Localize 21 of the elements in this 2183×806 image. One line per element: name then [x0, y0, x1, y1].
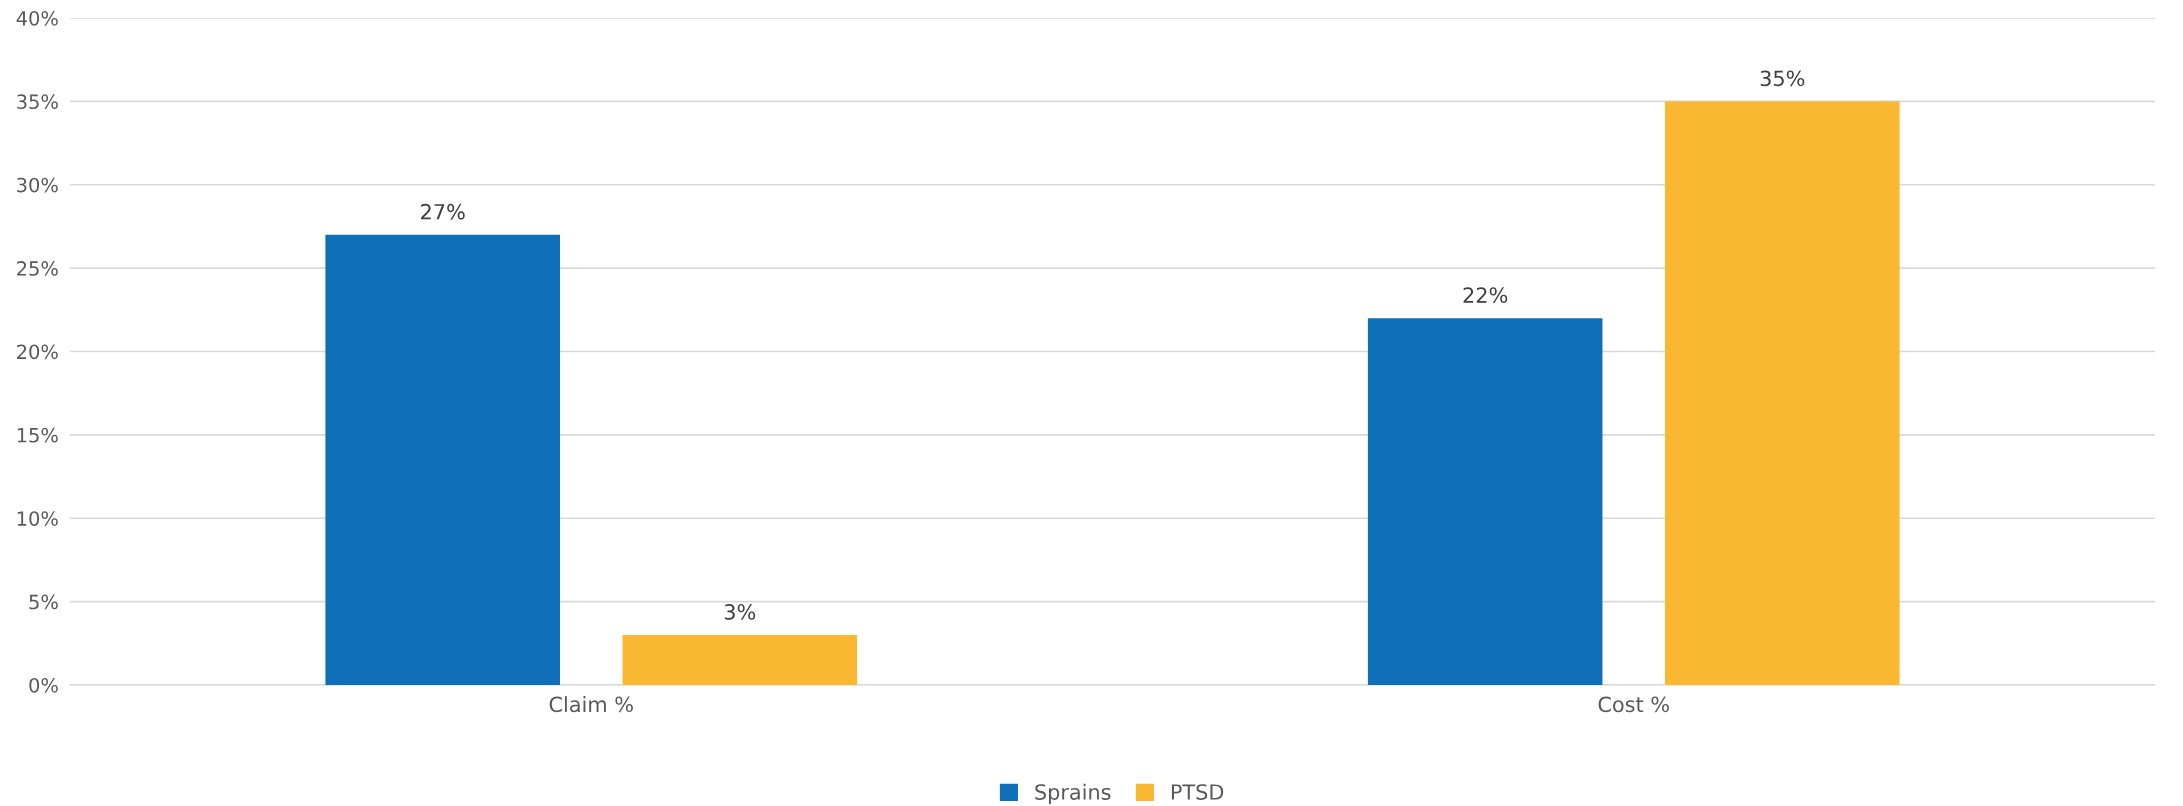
text: 27% — [421, 203, 465, 220]
y-tick-label: 10% — [17, 511, 58, 526]
x-tick-label: Claim % — [549, 696, 633, 713]
bar — [1665, 101, 1900, 685]
bar — [325, 234, 560, 685]
text: 35% — [1760, 70, 1805, 87]
y-tick-label: 0% — [29, 677, 58, 693]
bar — [622, 634, 858, 685]
legend-label: Sprains — [1035, 783, 1111, 804]
text: 22% — [1463, 287, 1508, 303]
y-tick-label: 15% — [17, 427, 58, 443]
y-tick-label: 5% — [29, 594, 58, 610]
bar — [1367, 318, 1603, 685]
y-tick-label: 40% — [16, 10, 58, 26]
legend-label: PTSD — [1171, 784, 1224, 800]
y-tick-label: 30% — [17, 177, 58, 193]
y-tick-label: 35% — [17, 94, 58, 110]
x-tick-label: Cost % — [1598, 696, 1669, 713]
y-tick-label: 25% — [17, 261, 58, 276]
text: 3% — [724, 604, 756, 620]
y-tick-label: 20% — [17, 344, 58, 360]
